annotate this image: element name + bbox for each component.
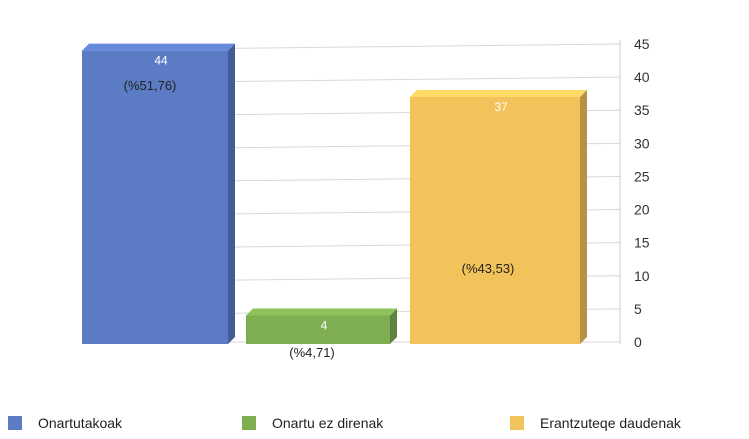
bar-top — [410, 89, 587, 97]
y-tick-label: 30 — [634, 135, 650, 151]
bar-side — [580, 89, 587, 344]
bar-front — [82, 50, 228, 344]
bar-top — [82, 43, 235, 51]
bar-1 — [82, 43, 235, 344]
y-tick-label: 35 — [634, 102, 650, 118]
y-tick-label: 5 — [634, 301, 642, 317]
y-tick-label: 45 — [634, 36, 650, 52]
bars — [82, 43, 587, 344]
legend-swatch — [8, 416, 22, 430]
bar-top — [246, 308, 397, 316]
legend-label: Onartutakoak — [38, 415, 123, 431]
bar-side — [228, 43, 235, 344]
bar-2 — [246, 308, 397, 344]
legend-label: Erantzuteqe daudenak — [540, 415, 681, 431]
bar-percent-label: (%4,71) — [289, 345, 335, 360]
bar-front — [410, 96, 580, 344]
legend-item-onartu-ez-direnak: Onartu ez direnak — [242, 410, 383, 436]
y-tick-label: 15 — [634, 235, 650, 251]
bar-percent-label: (%43,53) — [462, 261, 515, 276]
bar-side — [390, 308, 397, 344]
y-tick-label: 20 — [634, 202, 650, 218]
legend-item-erantzuteqe-daudenak: Erantzuteqe daudenak — [510, 410, 681, 436]
y-tick-label: 25 — [634, 168, 650, 184]
bar-percent-label: (%51,76) — [124, 78, 177, 93]
legend: Onartutakoak Onartu ez direnak Erantzute… — [0, 410, 749, 436]
y-tick-label: 0 — [634, 334, 642, 350]
legend-label: Onartu ez direnak — [272, 415, 384, 431]
bar-value-label: 4 — [321, 319, 328, 333]
y-tick-label: 40 — [634, 69, 650, 85]
y-axis-ticks: 0 5 10 15 20 25 30 35 40 45 — [634, 36, 650, 350]
bar-value-label: 44 — [154, 54, 168, 68]
legend-swatch — [242, 416, 256, 430]
bar-3 — [410, 89, 587, 344]
bar-value-label: 37 — [494, 100, 508, 114]
legend-item-onartutakoak: Onartutakoak — [8, 410, 122, 436]
legend-swatch — [510, 416, 524, 430]
bar-front — [246, 315, 390, 344]
y-tick-label: 10 — [634, 268, 650, 284]
